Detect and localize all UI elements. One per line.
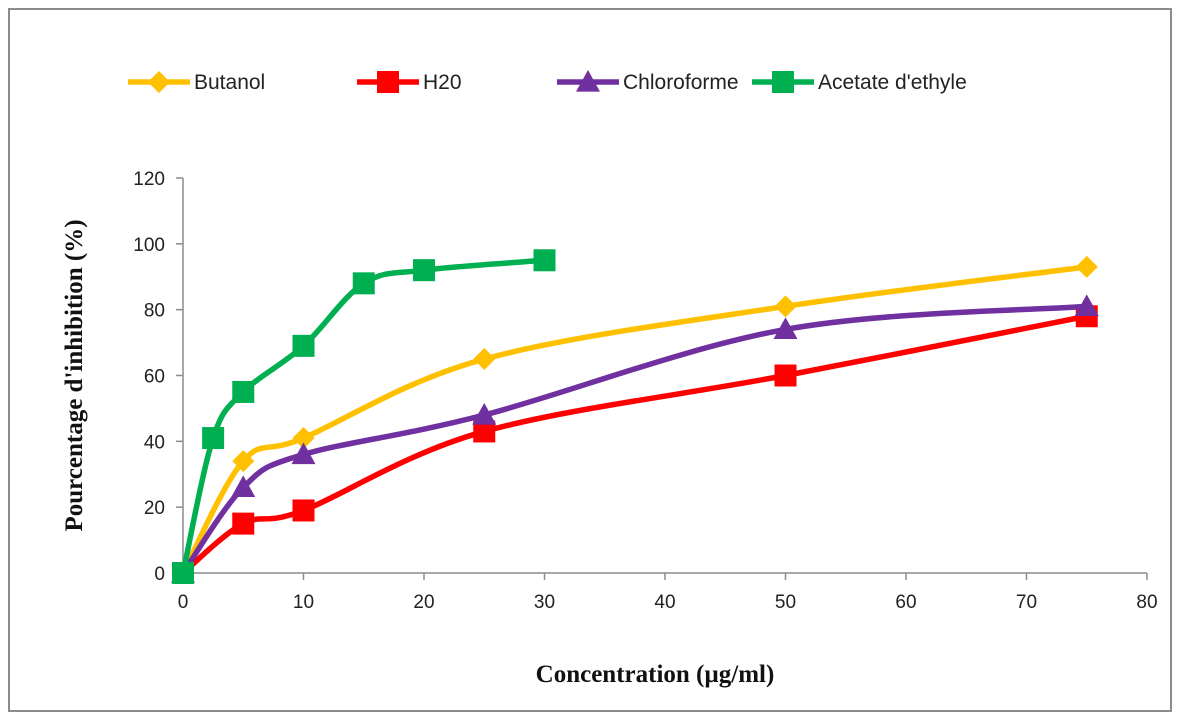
y-axis-title: Pourcentage d'inhibition (%)	[61, 219, 88, 531]
data-point	[774, 295, 797, 318]
series-acetate-d-ethyle	[172, 249, 556, 584]
legend-label: Acetate d'ethyle	[818, 71, 967, 94]
legend-item: Chloroforme	[557, 70, 739, 94]
y-tick-label: 80	[144, 301, 165, 322]
legend-label: H20	[423, 71, 462, 94]
series-line	[180, 303, 1090, 576]
x-tick-label: 0	[178, 592, 189, 613]
legend-item: H20	[357, 71, 462, 94]
data-point	[472, 403, 497, 425]
legend-marker	[576, 70, 600, 92]
x-tick-label: 80	[1136, 592, 1157, 613]
data-point	[773, 317, 798, 340]
data-point	[291, 442, 316, 465]
y-tick-label: 20	[144, 498, 165, 519]
y-tick-label: 40	[144, 432, 165, 453]
data-point	[292, 427, 315, 450]
data-point	[1075, 255, 1098, 278]
x-tick-label: 40	[654, 592, 675, 613]
data-point	[292, 499, 315, 522]
data-point	[533, 249, 556, 272]
x-tick-label: 50	[775, 592, 796, 613]
series-butanol	[172, 255, 1098, 584]
series-line	[180, 313, 1090, 576]
legend-marker	[772, 71, 794, 93]
legend-item: Butanol	[128, 71, 265, 94]
x-tick-label: 60	[895, 592, 916, 613]
legend-label: Chloroforme	[623, 71, 739, 94]
data-point	[202, 427, 225, 450]
legend-label: Butanol	[194, 71, 265, 94]
axes: 0 20 40 60 80 100 120 0 10 20 30 40 50 60 70 80	[133, 169, 1157, 613]
x-axis-title: Concentration (µg/ml)	[536, 661, 775, 688]
y-tick-label: 60	[144, 367, 165, 388]
data-point	[1074, 294, 1099, 316]
data-point	[352, 272, 375, 295]
data-point	[232, 450, 255, 473]
x-tick-label: 10	[293, 592, 314, 613]
data-point	[231, 475, 256, 498]
legend-item: Acetate d'ethyle	[752, 71, 967, 94]
x-tick-label: 20	[413, 592, 434, 613]
data-point	[172, 562, 194, 584]
data-point	[473, 348, 496, 371]
series-layer	[171, 249, 1099, 584]
data-point	[232, 380, 255, 403]
chart-frame: Butanol H20 Chloroforme Acetate d'ethyle 0 2…	[8, 8, 1172, 712]
data-point	[774, 364, 797, 387]
data-point	[413, 259, 435, 282]
data-point	[292, 334, 315, 357]
y-tick-label: 0	[154, 564, 165, 585]
legend: Butanol H20 Chloroforme Acetate d'ethyle	[128, 70, 967, 94]
data-point	[473, 420, 496, 443]
legend-marker	[377, 71, 399, 93]
x-tick-label: 30	[534, 592, 555, 613]
legend-marker	[148, 71, 170, 93]
data-point	[232, 512, 255, 535]
y-tick-label: 120	[133, 169, 165, 190]
y-tick-label: 100	[133, 235, 165, 256]
chart-svg: Butanol H20 Chloroforme Acetate d'ethyle 0 2…	[61, 70, 1158, 688]
x-tick-label: 70	[1016, 592, 1037, 613]
